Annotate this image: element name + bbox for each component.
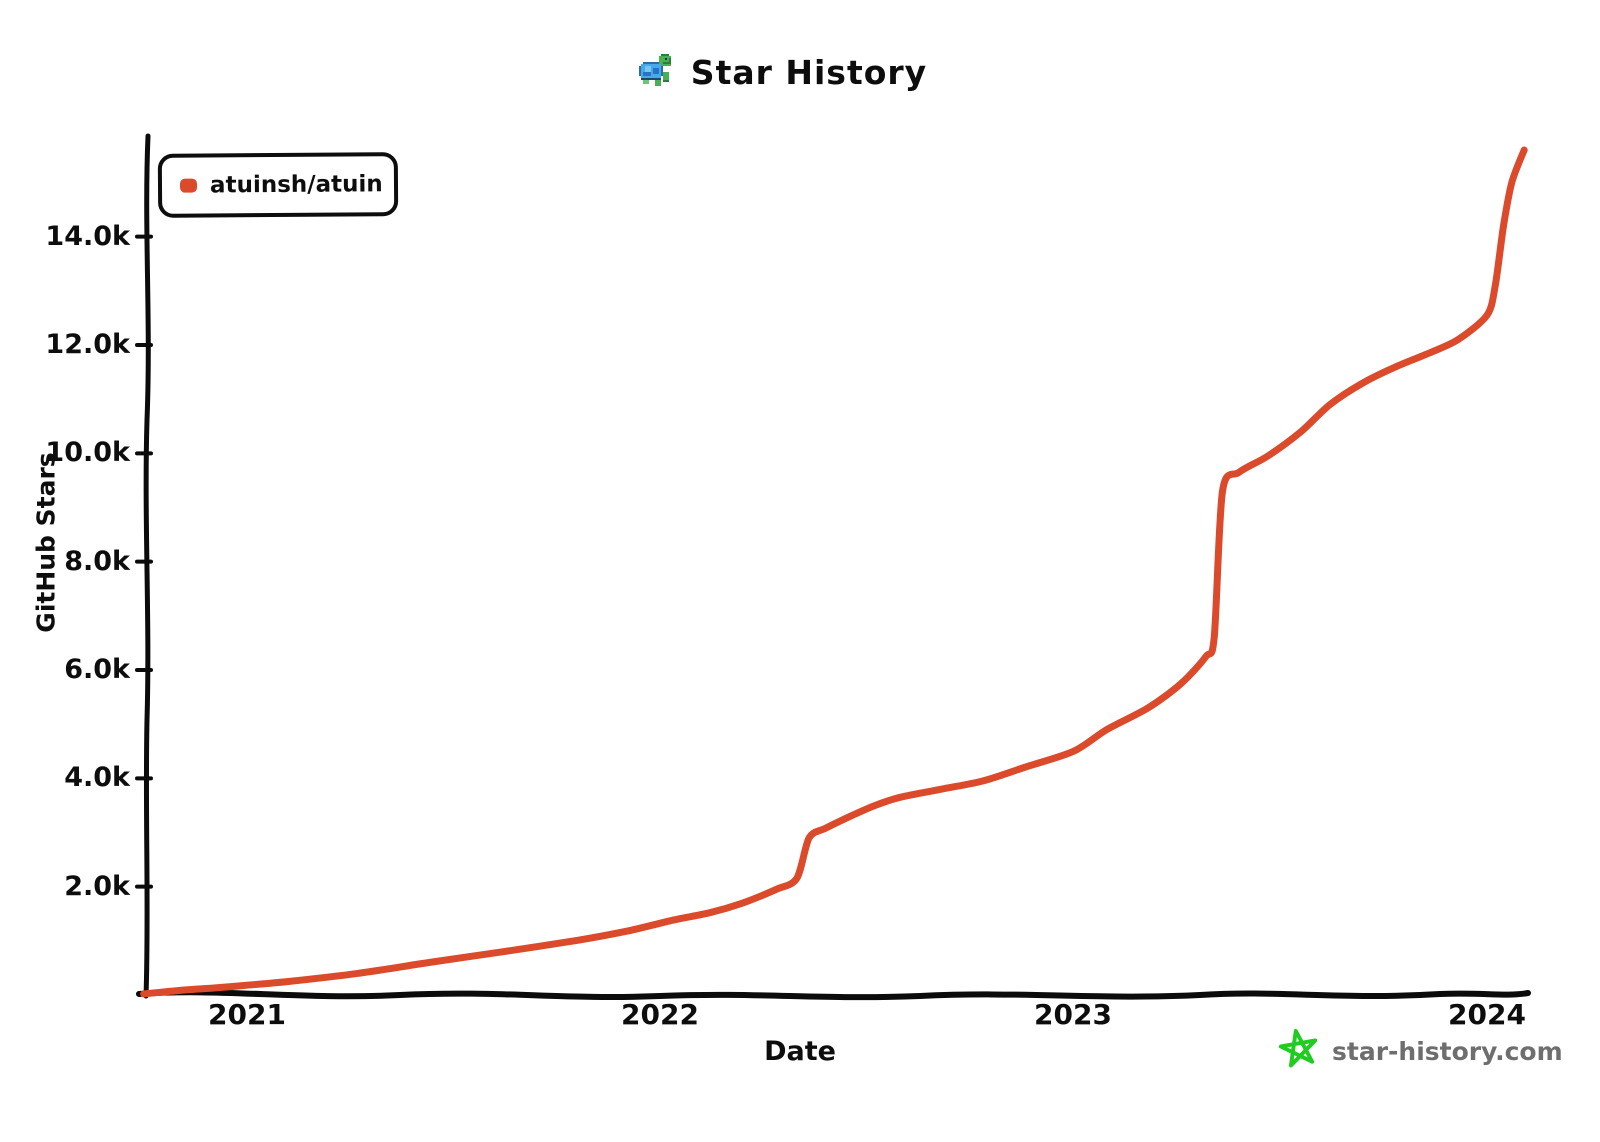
y-tick-label-14k: 14.0k xyxy=(45,221,130,252)
legend-series-label: atuinsh/atuin xyxy=(209,171,383,199)
x-tick-label-2022: 2022 xyxy=(621,998,699,1031)
watermark-text: star-history.com xyxy=(1332,1036,1563,1066)
y-tick-label-12k: 12.0k xyxy=(45,329,130,360)
legend[interactable]: atuinsh/atuin xyxy=(157,152,399,218)
chart-title-row: Star History xyxy=(0,52,1582,92)
legend-marker xyxy=(179,178,198,193)
y-tick-label-6k: 6.0k xyxy=(64,654,130,685)
y-axis-tick-marks xyxy=(135,234,153,889)
watermark-link[interactable]: star-history.com xyxy=(1278,1026,1563,1076)
series-line-atuinsh-atuin xyxy=(140,146,1528,998)
y-tick-label-10k: 10.0k xyxy=(45,437,130,468)
star-doodle-icon xyxy=(1278,1026,1320,1076)
y-tick-label-2k: 2.0k xyxy=(64,871,130,902)
x-tick-label-2024: 2024 xyxy=(1448,998,1526,1031)
x-tick-label-2021: 2021 xyxy=(208,998,286,1031)
turtle-icon xyxy=(637,52,677,92)
x-axis-title: Date xyxy=(764,1036,836,1067)
x-tick-label-2023: 2023 xyxy=(1034,998,1112,1031)
y-tick-label-4k: 4.0k xyxy=(64,762,130,793)
y-axis-title: GitHub Stars xyxy=(31,452,61,633)
y-tick-label-8k: 8.0k xyxy=(64,546,130,577)
x-axis-line xyxy=(136,989,1531,1001)
y-axis-line xyxy=(143,133,151,999)
chart-title: Star History xyxy=(690,52,928,92)
